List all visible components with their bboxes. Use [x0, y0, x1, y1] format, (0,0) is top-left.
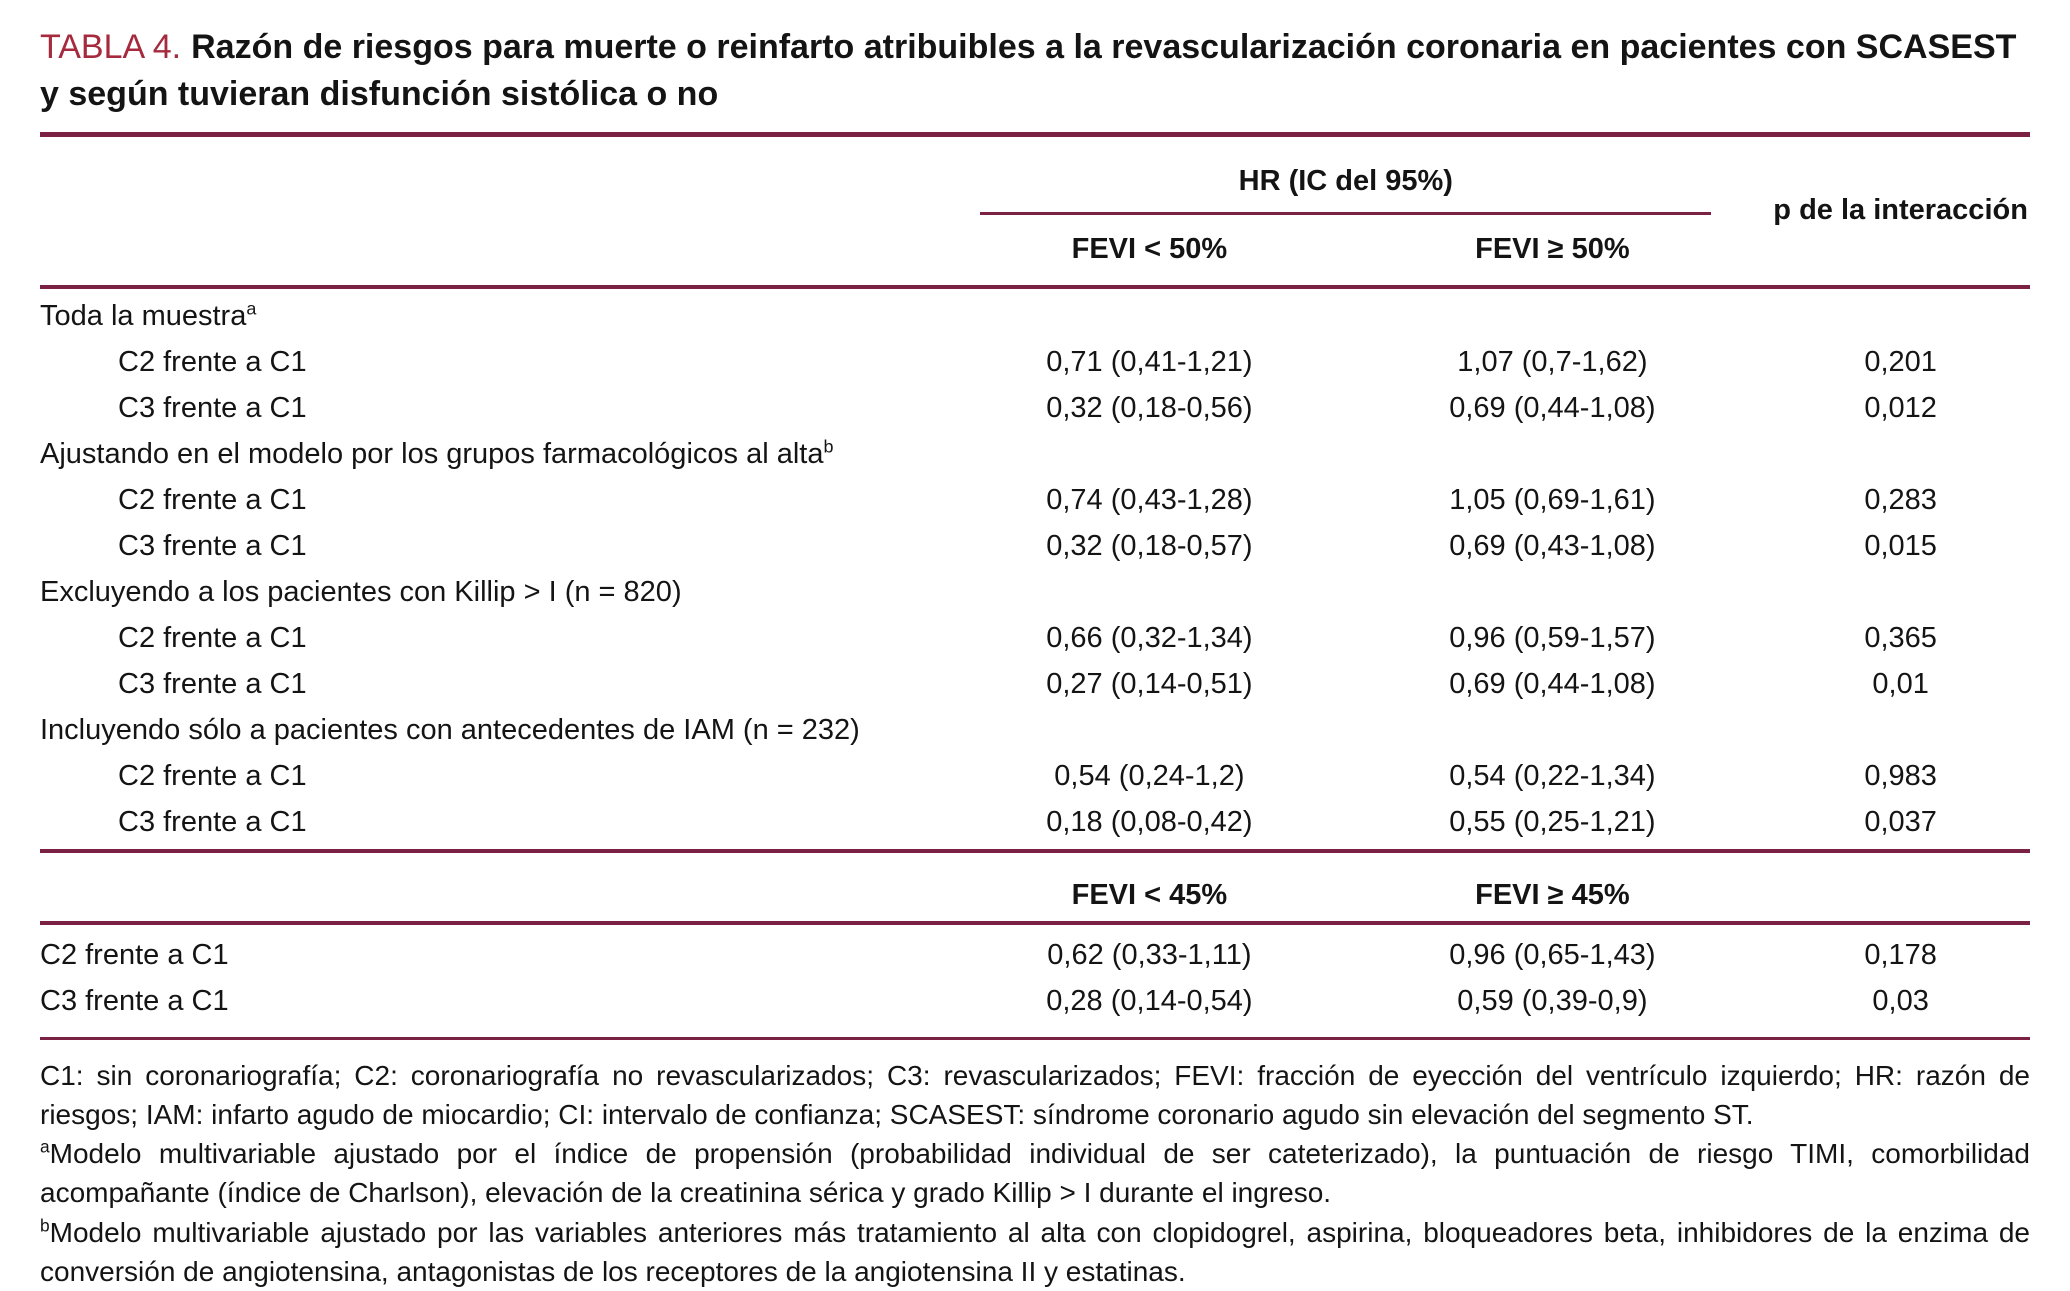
table-title-text: Razón de riesgos para muerte o reinfarto… [40, 28, 2017, 113]
row-label: C3 frente a C1 [118, 530, 307, 563]
cell-fevi-lt: 0,62 (0,33-1,11) [1047, 939, 1252, 972]
cell-fevi-lt: 0,18 (0,08-0,42) [1046, 806, 1253, 839]
band-mid-rule [40, 920, 2030, 925]
footnote-b-text: Modelo multivariable ajustado por las va… [40, 1216, 2030, 1287]
fevi45-body: C2 frente a C1 0,62 (0,33-1,11) 0,96 (0,… [40, 925, 2030, 1037]
table-row: C3 frente a C1 0,32 (0,18-0,57) 0,69 (0,… [40, 524, 2030, 570]
header-fevi-ge-50: FEVI ≥ 50% [1475, 233, 1630, 266]
table-bottom-rule [40, 1036, 2030, 1040]
section-header-row: Toda la muestraa [40, 294, 2030, 340]
footnote-a-marker: a [40, 1136, 50, 1157]
cell-fevi-lt: 0,32 (0,18-0,56) [1046, 392, 1253, 425]
cell-fevi-lt: 0,28 (0,14-0,54) [1046, 985, 1253, 1018]
cell-fevi-lt: 0,71 (0,41-1,21) [1046, 346, 1253, 379]
row-label: C3 frente a C1 [40, 985, 229, 1018]
section-label: Ajustando en el modelo por los grupos fa… [40, 438, 965, 471]
section-header-row: Ajustando en el modelo por los grupos fa… [40, 432, 2030, 478]
table-row: C2 frente a C1 0,54 (0,24-1,2) 0,54 (0,2… [40, 754, 2030, 800]
header-fevi-lt-45: FEVI < 45% [1071, 879, 1228, 912]
row-label: C2 frente a C1 [118, 622, 307, 655]
cell-fevi-lt: 0,32 (0,18-0,57) [1046, 530, 1253, 563]
cell-fevi-lt: 0,27 (0,14-0,51) [1046, 668, 1253, 701]
table-row: C2 frente a C1 0,71 (0,41-1,21) 1,07 (0,… [40, 340, 2030, 386]
footnote-marker-b: b [823, 436, 834, 457]
footnote-a-text: Modelo multivariable ajustado por el índ… [40, 1138, 2030, 1209]
table-row: C3 frente a C1 0,28 (0,14-0,54) 0,59 (0,… [40, 979, 2030, 1025]
footnote-a: aModelo multivariable ajustado por el ín… [40, 1134, 2030, 1212]
row-label: C2 frente a C1 [118, 484, 307, 517]
section-label: Toda la muestraa [40, 300, 965, 333]
cell-fevi-lt: 0,54 (0,24-1,2) [1054, 760, 1245, 793]
header-fevi-ge-45: FEVI ≥ 45% [1475, 879, 1630, 912]
cell-fevi-ge: 0,59 (0,39-0,9) [1457, 985, 1648, 1018]
cell-p-value: 0,365 [1864, 622, 1937, 655]
cell-p-value: 0,01 [1872, 668, 1929, 701]
band-top-rule [40, 848, 2030, 853]
table-body: Toda la muestraa C2 frente a C1 0,71 (0,… [40, 289, 2030, 849]
table-row: C3 frente a C1 0,27 (0,14-0,51) 0,69 (0,… [40, 662, 2030, 708]
table-title: TABLA 4. Razón de riesgos para muerte o r… [40, 24, 2030, 118]
cell-p-value: 0,037 [1864, 806, 1937, 839]
section-label-text: Toda la muestra [40, 300, 247, 333]
cell-p-value: 0,178 [1864, 939, 1937, 972]
table-number-label: TABLA 4. [40, 28, 182, 66]
cell-fevi-ge: 0,69 (0,43-1,08) [1449, 530, 1656, 563]
footnote-b: bModelo multivariable ajustado por las v… [40, 1213, 2030, 1291]
table-row: C3 frente a C1 0,18 (0,08-0,42) 0,55 (0,… [40, 800, 2030, 846]
cell-fevi-ge: 0,96 (0,65-1,43) [1449, 939, 1656, 972]
cell-p-value: 0,03 [1872, 985, 1929, 1018]
section-header-row: Excluyendo a los pacientes con Killip > … [40, 570, 2030, 616]
row-label: C3 frente a C1 [118, 392, 307, 425]
row-label: C2 frente a C1 [118, 760, 307, 793]
cell-fevi-ge: 0,96 (0,59-1,57) [1449, 622, 1656, 655]
cell-fevi-ge: 0,55 (0,25-1,21) [1449, 806, 1656, 839]
section-label: Excluyendo a los pacientes con Killip > … [40, 576, 965, 609]
cell-fevi-ge: 1,05 (0,69-1,61) [1449, 484, 1656, 517]
row-label: C2 frente a C1 [40, 939, 229, 972]
header-body-rule [40, 284, 2030, 289]
table-row: C2 frente a C1 0,62 (0,33-1,11) 0,96 (0,… [40, 933, 2030, 979]
header-hr-ic95: HR (IC del 95%) [980, 165, 1712, 215]
cell-p-value: 0,012 [1864, 392, 1937, 425]
table-row: C3 frente a C1 0,32 (0,18-0,56) 0,69 (0,… [40, 386, 2030, 432]
footnotes: C1: sin coronariografía; C2: coronariogr… [40, 1040, 2030, 1291]
table-header: HR (IC del 95%) p de la interacción FEVI… [40, 137, 2030, 285]
footnote-marker-a: a [246, 298, 257, 319]
section-label: Incluyendo sólo a pacientes con antecede… [40, 714, 965, 747]
header-p-interaction: p de la interacción [1773, 194, 2028, 227]
fevi45-header-row: FEVI < 45% FEVI ≥ 45% [40, 853, 2030, 921]
cell-fevi-ge: 0,54 (0,22-1,34) [1449, 760, 1656, 793]
footnote-abbreviations: C1: sin coronariografía; C2: coronariogr… [40, 1059, 2030, 1130]
cell-p-value: 0,201 [1864, 346, 1937, 379]
section-label-text: Ajustando en el modelo por los grupos fa… [40, 438, 824, 471]
header-fevi-lt-50: FEVI < 50% [1071, 233, 1228, 266]
cell-p-value: 0,283 [1864, 484, 1937, 517]
section-label-text: Excluyendo a los pacientes con Killip > … [40, 576, 682, 609]
cell-p-value: 0,983 [1864, 760, 1937, 793]
section-header-row: Incluyendo sólo a pacientes con antecede… [40, 708, 2030, 754]
cell-fevi-lt: 0,74 (0,43-1,28) [1046, 484, 1253, 517]
row-label: C2 frente a C1 [118, 346, 307, 379]
cell-p-value: 0,015 [1864, 530, 1937, 563]
cell-fevi-ge: 1,07 (0,7-1,62) [1457, 346, 1648, 379]
title-rule [40, 131, 2030, 137]
row-label: C3 frente a C1 [118, 668, 307, 701]
cell-fevi-ge: 0,69 (0,44-1,08) [1449, 668, 1656, 701]
table-row: C2 frente a C1 0,66 (0,32-1,34) 0,96 (0,… [40, 616, 2030, 662]
section-label-text: Incluyendo sólo a pacientes con antecede… [40, 714, 860, 747]
row-label: C3 frente a C1 [118, 806, 307, 839]
cell-fevi-ge: 0,69 (0,44-1,08) [1449, 392, 1656, 425]
table-row: C2 frente a C1 0,74 (0,43-1,28) 1,05 (0,… [40, 478, 2030, 524]
cell-fevi-lt: 0,66 (0,32-1,34) [1046, 622, 1253, 655]
footnote-b-marker: b [40, 1215, 50, 1236]
